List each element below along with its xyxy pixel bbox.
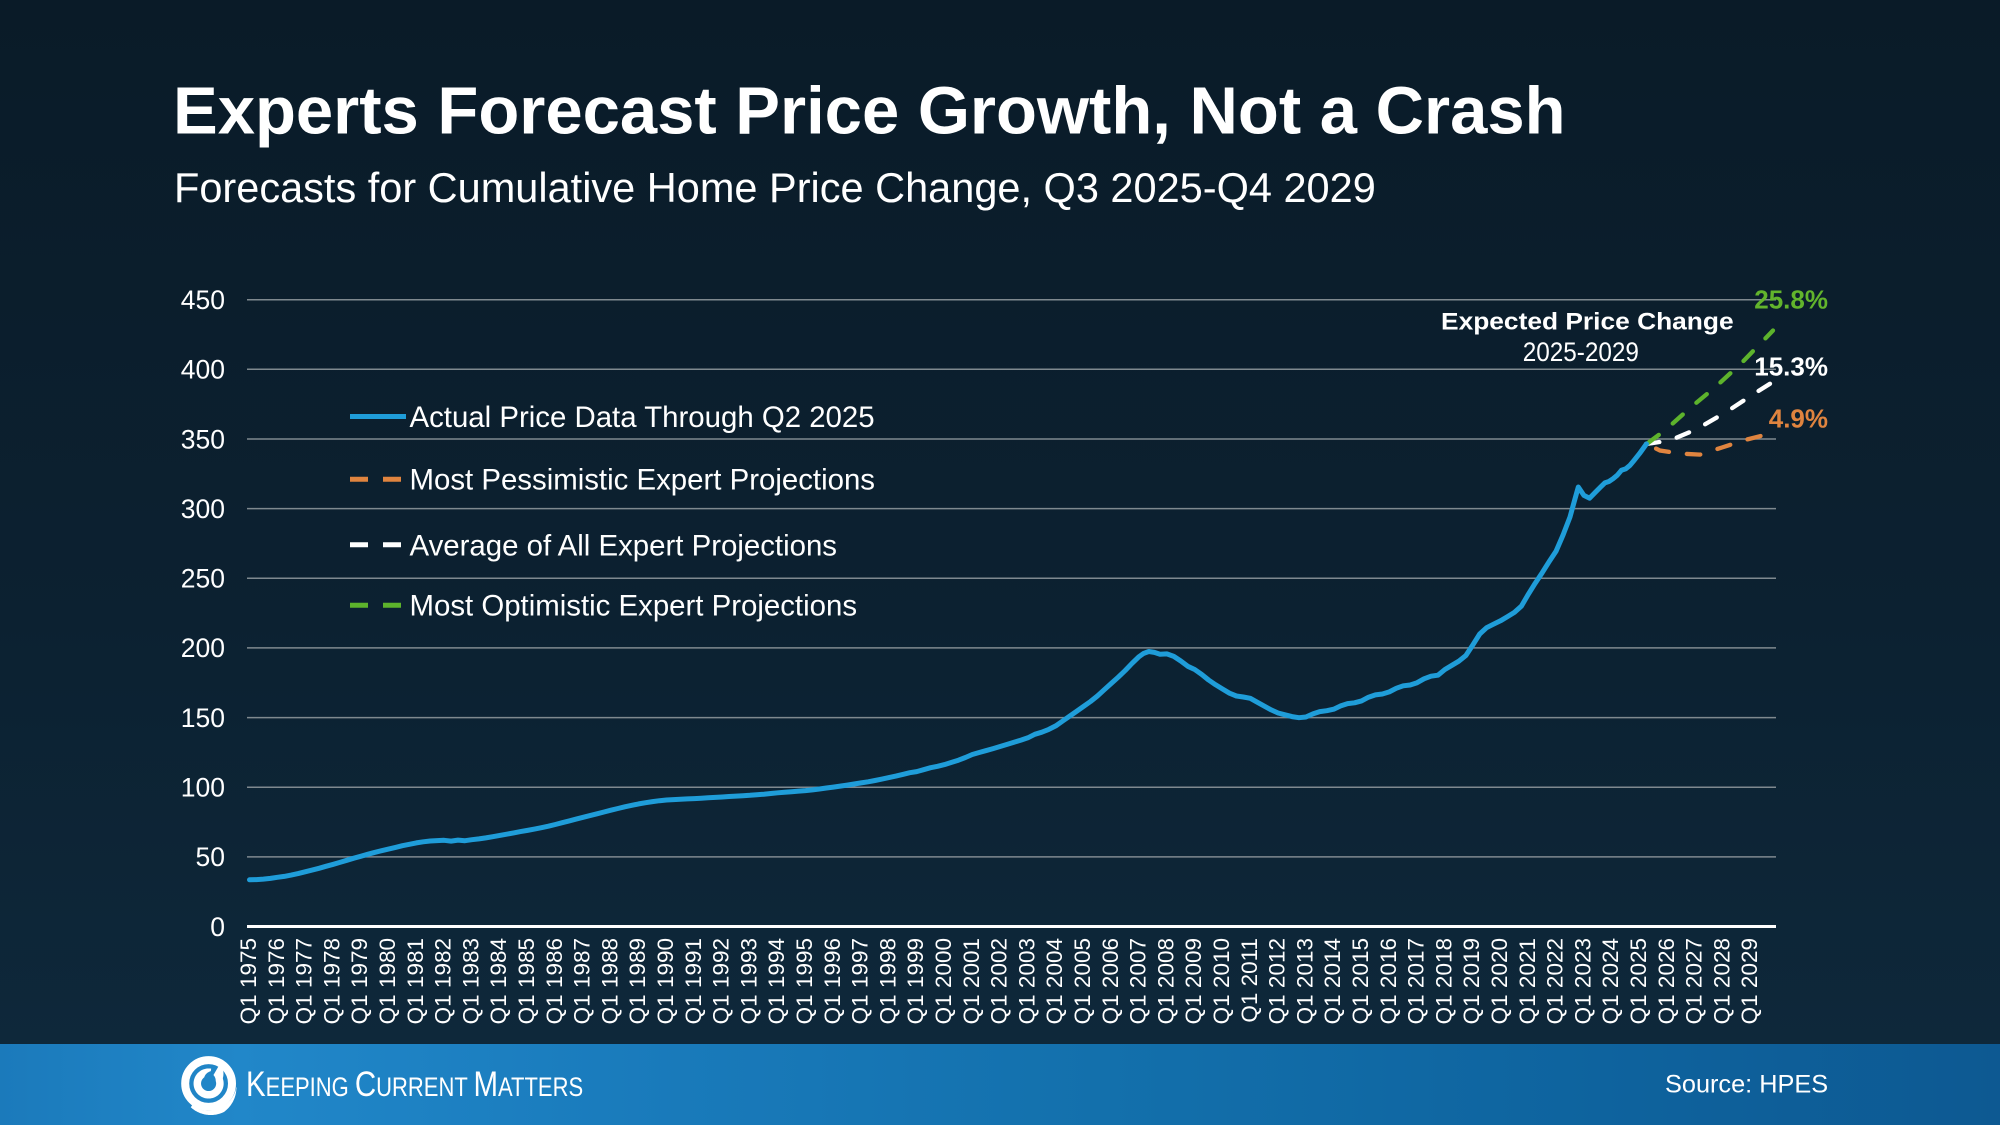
svg-text:450: 450 [181, 285, 225, 315]
svg-text:4.9%: 4.9% [1769, 403, 1828, 433]
svg-text:Q1 2009: Q1 2009 [1181, 938, 1206, 1024]
svg-text:Q1 1978: Q1 1978 [319, 938, 344, 1024]
svg-text:Q1 2005: Q1 2005 [1070, 938, 1095, 1024]
svg-text:Q1 1996: Q1 1996 [820, 938, 845, 1024]
svg-text:400: 400 [181, 355, 225, 385]
svg-text:KEEPING CURRENT MATTERS: KEEPING CURRENT MATTERS [246, 1063, 583, 1103]
svg-text:Q1 2000: Q1 2000 [931, 938, 956, 1024]
svg-text:Q1 2024: Q1 2024 [1598, 938, 1623, 1024]
svg-text:Q1 1988: Q1 1988 [597, 938, 622, 1024]
svg-text:150: 150 [181, 703, 225, 733]
svg-text:Q1 2016: Q1 2016 [1376, 938, 1401, 1024]
svg-text:300: 300 [181, 494, 225, 524]
svg-text:Experts Forecast Price Growth,: Experts Forecast Price Growth, Not a Cra… [173, 74, 1566, 149]
svg-text:50: 50 [196, 842, 225, 872]
svg-text:Q1 2025: Q1 2025 [1626, 938, 1651, 1024]
svg-text:Q1 1976: Q1 1976 [264, 938, 289, 1024]
svg-text:Q1 2002: Q1 2002 [987, 938, 1012, 1024]
svg-text:Q1 1990: Q1 1990 [653, 938, 678, 1024]
svg-text:Q1 2028: Q1 2028 [1709, 938, 1734, 1024]
svg-text:Most Pessimistic Expert Projec: Most Pessimistic Expert Projections [410, 464, 876, 497]
svg-text:200: 200 [181, 633, 225, 663]
svg-text:Q1 2017: Q1 2017 [1404, 938, 1429, 1024]
svg-text:0: 0 [210, 912, 225, 942]
svg-text:Q1 2013: Q1 2013 [1292, 938, 1317, 1024]
svg-text:Q1 1995: Q1 1995 [792, 938, 817, 1024]
svg-text:Q1 1992: Q1 1992 [709, 938, 734, 1024]
svg-text:Q1 1999: Q1 1999 [903, 938, 928, 1024]
svg-text:Q1 2014: Q1 2014 [1320, 938, 1345, 1024]
svg-text:Q1 1994: Q1 1994 [764, 938, 789, 1024]
svg-text:Q1 2001: Q1 2001 [959, 938, 984, 1024]
svg-text:Q1 1979: Q1 1979 [347, 938, 372, 1024]
svg-text:Q1 2029: Q1 2029 [1737, 938, 1762, 1024]
svg-text:Q1 1982: Q1 1982 [431, 938, 456, 1024]
svg-text:25.8%: 25.8% [1754, 284, 1828, 314]
svg-text:Source: HPES: Source: HPES [1665, 1071, 1828, 1099]
svg-text:Q1 2021: Q1 2021 [1515, 938, 1540, 1024]
svg-text:Q1 1984: Q1 1984 [486, 938, 511, 1024]
svg-text:Q1 2022: Q1 2022 [1543, 938, 1568, 1024]
svg-text:250: 250 [181, 564, 225, 594]
svg-text:Q1 2026: Q1 2026 [1654, 938, 1679, 1024]
svg-text:Q1 1991: Q1 1991 [681, 938, 706, 1024]
svg-text:Most Optimistic Expert Project: Most Optimistic Expert Projections [410, 590, 858, 623]
svg-text:2025-2029: 2025-2029 [1523, 338, 1639, 367]
svg-text:Q1 2004: Q1 2004 [1042, 938, 1067, 1024]
svg-text:Q1 1985: Q1 1985 [514, 938, 539, 1024]
svg-text:Q1 1998: Q1 1998 [875, 938, 900, 1024]
svg-text:Q1 1997: Q1 1997 [848, 938, 873, 1024]
svg-text:Q1 2003: Q1 2003 [1014, 938, 1039, 1024]
svg-text:Q1 2010: Q1 2010 [1209, 938, 1234, 1024]
svg-text:Actual Price Data Through Q2 2: Actual Price Data Through Q2 2025 [410, 401, 875, 434]
svg-text:Q1 1993: Q1 1993 [736, 938, 761, 1024]
svg-text:Q1 2008: Q1 2008 [1153, 938, 1178, 1024]
svg-text:Q1 2020: Q1 2020 [1487, 938, 1512, 1024]
svg-text:Q1 1975: Q1 1975 [236, 938, 261, 1024]
svg-text:15.3%: 15.3% [1754, 351, 1828, 381]
svg-text:Q1 1980: Q1 1980 [375, 938, 400, 1024]
svg-text:Q1 1981: Q1 1981 [403, 938, 428, 1024]
svg-text:100: 100 [181, 773, 225, 803]
svg-text:Q1 1989: Q1 1989 [625, 938, 650, 1024]
svg-text:Q1 1987: Q1 1987 [570, 938, 595, 1024]
svg-text:Q1 2011: Q1 2011 [1237, 938, 1262, 1023]
svg-text:Q1 2006: Q1 2006 [1098, 938, 1123, 1024]
svg-text:Q1 1977: Q1 1977 [292, 938, 317, 1024]
svg-text:Q1 2018: Q1 2018 [1431, 938, 1456, 1024]
svg-text:Forecasts for Cumulative Home: Forecasts for Cumulative Home Price Chan… [174, 164, 1376, 211]
svg-text:Q1 2019: Q1 2019 [1459, 938, 1484, 1024]
svg-text:350: 350 [181, 424, 225, 454]
svg-text:Q1 1983: Q1 1983 [458, 938, 483, 1024]
svg-text:Expected Price Change: Expected Price Change [1441, 308, 1734, 335]
svg-text:Q1 2015: Q1 2015 [1348, 938, 1373, 1024]
svg-text:Q1 2023: Q1 2023 [1570, 938, 1595, 1024]
svg-text:Q1 2027: Q1 2027 [1682, 938, 1707, 1024]
svg-text:Q1 1986: Q1 1986 [542, 938, 567, 1024]
svg-text:Average of All Expert Projecti: Average of All Expert Projections [410, 529, 837, 562]
svg-text:Q1 2007: Q1 2007 [1126, 938, 1151, 1024]
svg-text:Q1 2012: Q1 2012 [1265, 938, 1290, 1024]
